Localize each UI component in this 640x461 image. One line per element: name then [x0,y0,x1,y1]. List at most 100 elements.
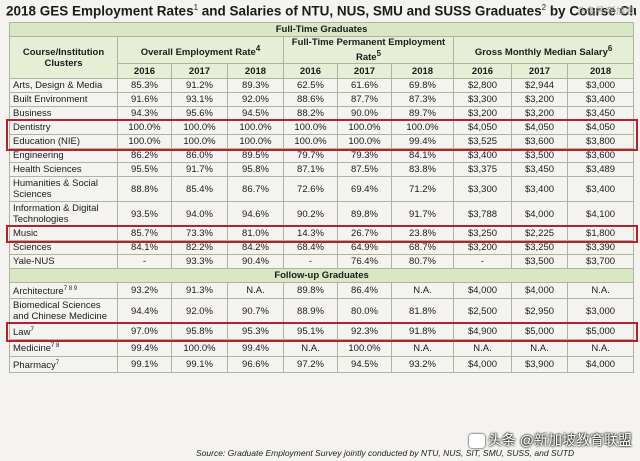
table-cell: 80.0% [337,298,392,325]
table-cell: $4,000 [453,282,512,300]
table-cell: 89.5% [227,148,284,164]
table-cell: 92.0% [171,298,228,325]
cluster-label: Sciences [13,242,52,254]
table-cell: 97.0% [117,323,172,341]
table-cell: 86.4% [337,282,392,300]
toutiao-logo-icon [468,434,485,449]
table-cell: $3,375 [453,162,512,178]
table-cell: 100.0% [171,339,228,357]
table-cell: $3,390 [566,240,635,256]
table-cell: N.A. [511,339,568,357]
table-cell: 100.0% [117,120,172,136]
page-title: 2018 GES Employment Rates1 and Salaries … [6,3,636,23]
table-cell: 84.1% [117,240,172,256]
header-group-row: Course/Institution Clusters Overall Empl… [9,35,635,80]
cluster-name: Education (NIE) [9,134,118,150]
table-cell: 96.6% [227,355,284,373]
cluster-name: Pharmacy7 [9,355,118,373]
header-permanent-label: Full-Time Permanent Employment Rate [291,37,446,64]
table-cell: 100.0% [337,120,392,136]
table-cell: - [283,254,338,270]
table-cell: 94.5% [337,355,392,373]
follow-up-rows: Architecture7 8 9 93.2% 91.3% N.A. 89.8% 86.4… [9,282,635,373]
table-cell: $3,525 [453,134,512,150]
employment-table: Full-Time Graduates Course/Institution C… [8,22,635,373]
table-cell: 80.7% [391,254,454,270]
cluster-name: Business [9,106,118,122]
cluster-name: Music [9,226,118,242]
cluster-name: Arts, Design & Media [9,78,118,94]
section-row-full-time: Full-Time Graduates [8,22,635,37]
watermark-text: 头条 @新加坡教育联盟 [487,432,632,448]
table-cell: $3,250 [511,240,568,256]
table-cell: 93.1% [171,92,228,108]
table-cell: - [117,254,172,270]
table-cell: 94.3% [117,106,172,122]
header-cluster: Course/Institution Clusters [9,35,118,80]
year-2016: 2016 [117,63,172,80]
table-cell: $5,000 [511,323,568,341]
table-cell: $3,000 [566,78,635,94]
cluster-label: Health Sciences [13,164,82,176]
cluster-label: Dentistry [13,122,51,134]
table-cell: 100.0% [337,339,392,357]
cluster-name: Dentistry [9,120,118,136]
table-cell: $2,944 [511,78,568,94]
title-sup1: 1 [193,3,199,12]
table-cell: 86.0% [171,148,228,164]
table-cell: 93.5% [117,201,172,228]
table-cell: 88.6% [283,92,338,108]
watermark: 头条 @新加坡教育联盟 [468,430,632,450]
cluster-name: Built Environment [9,92,118,108]
header-permanent: Full-Time Permanent Employment Rate5 [283,35,454,65]
title-sup2: 2 [541,3,547,12]
table-cell: 88.8% [117,176,172,203]
table-cell: $4,050 [453,120,512,136]
cluster-label: Architecture [13,286,64,298]
table-cell: $2,225 [511,226,568,242]
cluster-name: Information & Digital Technologies [9,201,118,228]
cluster-name: Biomedical Sciences and Chinese Medicine [9,298,118,325]
table-cell: 100.0% [337,134,392,150]
table-cell: 94.5% [227,106,284,122]
year-2017: 2017 [511,63,568,80]
watermark-top: 头条号/新加坡 [577,6,634,16]
table-cell: N.A. [453,339,512,357]
table-cell: 95.6% [171,106,228,122]
table-row: Engineering 86.2% 86.0% 89.5% 79.7% 79.3% 84.1… [9,148,635,164]
table-row: Health Sciences 95.5% 91.7% 95.8% 87.1% 87.5%… [9,162,635,178]
table-cell: $4,900 [453,323,512,341]
table-cell: 89.8% [283,282,338,300]
table-cell: 73.3% [171,226,228,242]
follow-up-section: Follow-up Graduates [8,268,635,284]
table-cell: $3,450 [566,106,635,122]
full-time-rows: Arts, Design & Media 85.3% 91.2% 89.3% 62.5%… [9,78,635,270]
table-cell: 68.4% [283,240,338,256]
table-cell: $3,200 [511,92,568,108]
year-2017: 2017 [171,63,228,80]
table-cell: $4,100 [566,201,635,228]
table-cell: N.A. [566,282,635,300]
table-cell: $5,000 [566,323,635,341]
header-salary-sup: 6 [607,43,613,53]
table-cell: 82.2% [171,240,228,256]
table-cell: N.A. [566,339,635,357]
table-cell: 86.7% [227,176,284,203]
table-cell: 85.7% [117,226,172,242]
table-cell: 91.2% [171,78,228,94]
table-cell: 99.4% [391,134,454,150]
table-row: Music 85.7% 73.3% 81.0% 14.3% 26.7% 23.8% $3,25… [9,226,635,242]
table-row: Education (NIE) 100.0% 100.0% 100.0% 100.0% 1… [9,134,635,150]
table-row: Law7 97.0% 95.8% 95.3% 95.1% 92.3% 91.8% $4,900… [9,323,635,341]
table-cell: 99.4% [117,339,172,357]
table-cell: 90.7% [227,298,284,325]
table-row: Medicine7 8 99.4% 100.0% 99.4% N.A. 100.0% N.A… [9,339,635,357]
table-cell: $3,200 [453,106,512,122]
table-cell: $3,500 [511,148,568,164]
table-row: Dentistry 100.0% 100.0% 100.0% 100.0% 100.0% 1… [9,120,635,136]
table-cell: 76.4% [337,254,392,270]
footnote-marker: 7 [30,327,34,334]
table-cell: 81.0% [227,226,284,242]
table-cell: 88.9% [283,298,338,325]
cluster-label: Engineering [13,150,64,162]
